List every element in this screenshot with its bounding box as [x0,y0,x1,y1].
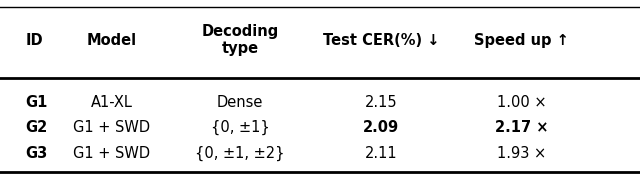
Text: 1.00 ×: 1.00 × [497,95,547,110]
Text: G1: G1 [26,95,48,110]
Text: G3: G3 [26,146,48,161]
Text: 2.15: 2.15 [365,95,397,110]
Text: ID: ID [26,33,44,48]
Text: 2.17 ×: 2.17 × [495,120,548,135]
Text: G1 + SWD: G1 + SWD [74,146,150,161]
Text: 2.09: 2.09 [363,120,399,135]
Text: A1-XL: A1-XL [91,95,133,110]
Text: {0, ±1}: {0, ±1} [211,120,269,135]
Text: G2: G2 [26,120,48,135]
Text: Model: Model [87,33,137,48]
Text: Dense: Dense [217,95,263,110]
Text: 1.93 ×: 1.93 × [497,146,546,161]
Text: Decoding
type: Decoding type [202,24,278,57]
Text: {0, ±1, ±2}: {0, ±1, ±2} [195,146,285,161]
Text: G1 + SWD: G1 + SWD [74,120,150,135]
Text: 2.11: 2.11 [365,146,397,161]
Text: Speed up ↑: Speed up ↑ [474,33,569,48]
Text: Test CER(%) ↓: Test CER(%) ↓ [323,33,439,48]
